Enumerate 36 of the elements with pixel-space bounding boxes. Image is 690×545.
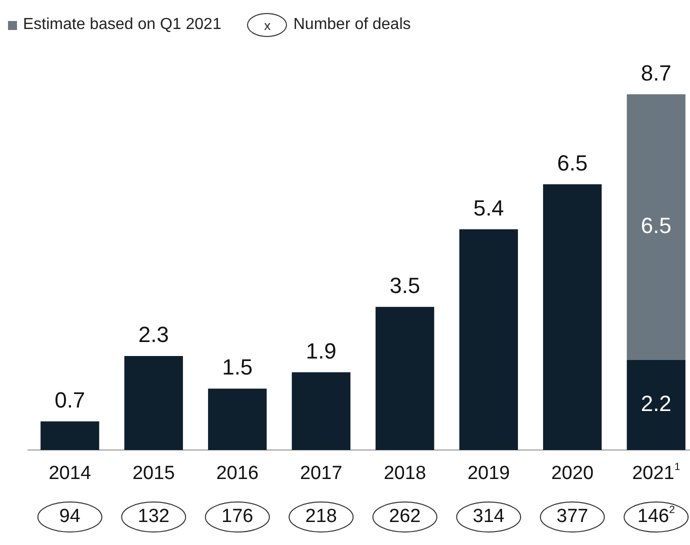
- data-label: 6.5: [557, 150, 588, 176]
- bar: [40, 421, 100, 450]
- bar: [376, 306, 434, 450]
- bar: [626, 94, 686, 360]
- text: Number of deals: [293, 16, 411, 34]
- text: 94: [59, 506, 81, 528]
- data-label: 0.7: [54, 387, 86, 412]
- text: 218: [305, 506, 337, 528]
- x-tick-label: 2018: [384, 463, 426, 484]
- bar: [292, 372, 350, 450]
- data-label: 1.5: [222, 354, 253, 380]
- text: 262: [389, 506, 421, 528]
- text: 176: [222, 506, 254, 528]
- bar: [626, 360, 686, 450]
- data-label: 2.2: [640, 391, 672, 416]
- data-label: 1.9: [306, 338, 336, 364]
- text: 377: [556, 506, 588, 528]
- legend-label: Estimate based on Q1 2021: [23, 16, 222, 34]
- bar: [543, 184, 602, 450]
- oval-icon: x: [247, 13, 288, 37]
- x-tick-label: 2019: [467, 463, 510, 484]
- data-label: 3.5: [390, 272, 420, 298]
- bar: [124, 356, 183, 450]
- text: 314: [472, 506, 505, 528]
- total-label: 8.7: [640, 60, 672, 86]
- data-label: 2.3: [138, 322, 169, 348]
- text: 132: [138, 506, 170, 528]
- x-tick-label: 2017: [300, 463, 342, 484]
- x-tick-label: 2014: [48, 463, 92, 484]
- data-label: 5.4: [473, 195, 504, 220]
- x-tick-label: 2020: [551, 463, 594, 484]
- x-tick-label: 2015: [132, 463, 175, 484]
- bar: [208, 388, 267, 450]
- x-tick-label: 2016: [216, 463, 259, 484]
- bar: [459, 229, 518, 450]
- data-label: 6.5: [640, 213, 672, 238]
